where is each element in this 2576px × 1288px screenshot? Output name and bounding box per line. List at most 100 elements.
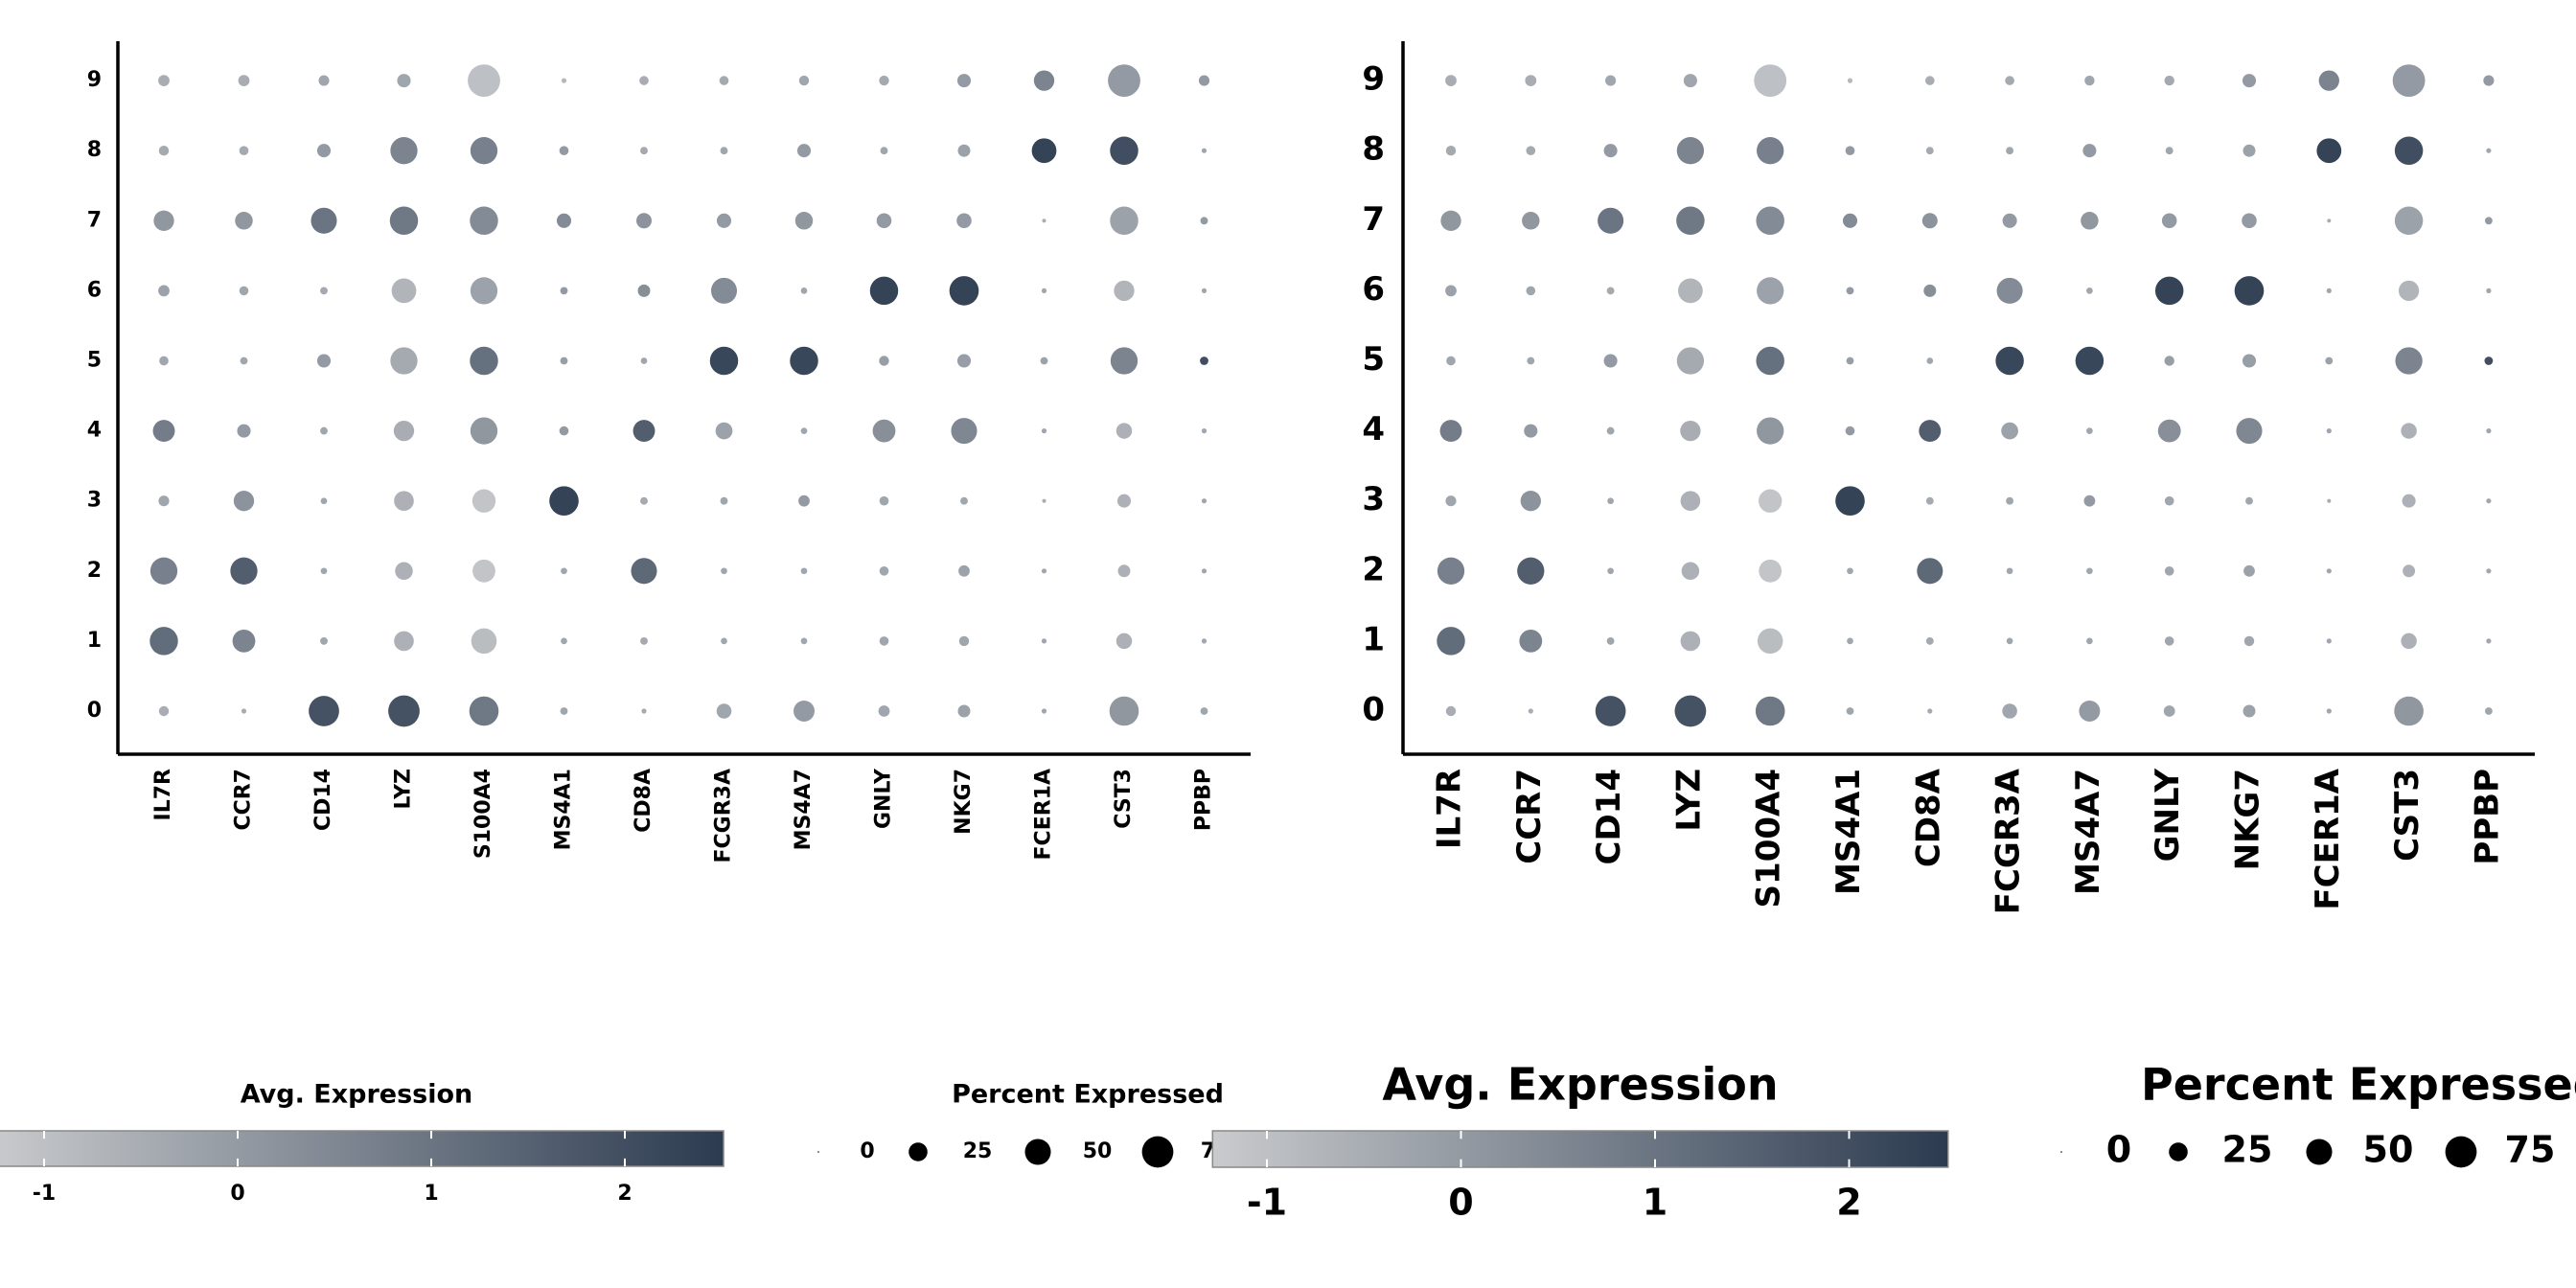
x-tick-label: PPBP xyxy=(2468,769,2506,865)
dot xyxy=(158,495,170,507)
dot xyxy=(559,146,569,156)
dot xyxy=(2165,147,2174,155)
dot xyxy=(798,494,810,507)
size-legend-dot xyxy=(2445,1136,2477,1168)
dot xyxy=(320,287,328,295)
dot xyxy=(1526,146,1536,156)
y-tick-label: 5 xyxy=(1362,340,1385,379)
dot xyxy=(1041,428,1047,434)
y-tick-label: 4 xyxy=(1362,410,1385,448)
dot xyxy=(2398,280,2420,302)
x-tick-label: S100A4 xyxy=(472,769,495,859)
dot xyxy=(1041,568,1047,574)
y-tick-label: 9 xyxy=(87,68,102,92)
dot xyxy=(794,212,814,230)
colorbar xyxy=(0,1130,724,1167)
y-tick-label: 0 xyxy=(87,699,102,723)
dot-plot-panel: 0 1 2 3 4 5 6 7 8 9 IL7R CCR7 CD14 LYZ S100A4 MS4A1 CD8A… xyxy=(1211,41,2576,1224)
dot xyxy=(1757,628,1783,655)
dot xyxy=(1607,497,1614,505)
dot xyxy=(716,703,732,719)
dot xyxy=(1919,420,1942,443)
dot xyxy=(1606,287,1615,295)
dot xyxy=(869,276,899,306)
dot xyxy=(800,567,808,575)
dot xyxy=(1676,137,1705,165)
dot xyxy=(1676,347,1705,375)
x-tick-label: PPBP xyxy=(1192,769,1216,831)
dot xyxy=(2006,147,2014,155)
x-tick-label: CCR7 xyxy=(1510,769,1549,864)
dot xyxy=(2002,703,2017,719)
dot xyxy=(470,346,498,376)
dot xyxy=(320,426,328,435)
dot xyxy=(1755,696,1785,726)
dot xyxy=(2327,218,2332,223)
dot xyxy=(316,144,332,158)
colorbar-tick-label: 1 xyxy=(424,1182,438,1206)
size-legend-dot xyxy=(817,1151,819,1153)
dot xyxy=(471,628,497,655)
dot xyxy=(879,356,889,366)
dot xyxy=(2164,565,2174,576)
dot xyxy=(1116,494,1132,508)
y-tick-label: 3 xyxy=(87,489,102,513)
dot xyxy=(1517,557,1545,585)
y-tick-label: 5 xyxy=(87,349,102,373)
dot xyxy=(640,147,648,155)
x-tick-label: CD14 xyxy=(311,769,335,831)
x-tick-label: MS4A1 xyxy=(552,769,576,850)
dot xyxy=(800,637,808,645)
dot xyxy=(1522,212,1540,230)
dot xyxy=(472,489,496,513)
dot xyxy=(239,146,249,156)
dot xyxy=(397,74,411,88)
dot xyxy=(1921,213,1938,229)
dot xyxy=(2005,76,2014,85)
dot xyxy=(641,708,647,714)
dot xyxy=(561,637,567,645)
x-tick-label: FCGR3A xyxy=(712,769,736,863)
dot xyxy=(470,137,498,165)
dot xyxy=(956,213,972,229)
dot xyxy=(1198,75,1210,86)
size-legend-title: Percent Expressed xyxy=(952,1080,1224,1110)
dot xyxy=(2243,564,2255,577)
colorbar-tick-label: -1 xyxy=(1247,1182,1287,1224)
dot xyxy=(2395,347,2423,375)
dot xyxy=(1925,636,1934,645)
dot xyxy=(560,356,568,365)
dot xyxy=(152,420,175,443)
colorbar-tick-label: -1 xyxy=(33,1182,56,1206)
dot xyxy=(394,631,414,652)
size-legend-dot xyxy=(908,1142,928,1162)
dot xyxy=(1757,417,1784,445)
dot xyxy=(2486,568,2492,574)
dot xyxy=(2086,427,2093,434)
color-legend-title: Avg. Expression xyxy=(241,1080,473,1110)
dot xyxy=(1200,217,1208,225)
dot xyxy=(239,286,249,296)
dot xyxy=(1923,284,1937,297)
dot xyxy=(1116,423,1133,439)
dot xyxy=(2484,707,2493,715)
x-tick-label: CST3 xyxy=(1112,769,1136,829)
dot xyxy=(1680,420,1701,442)
dot xyxy=(2084,75,2095,86)
y-tick-label: 8 xyxy=(87,138,102,162)
dot xyxy=(2164,75,2174,86)
dot xyxy=(2236,418,2263,445)
x-tick-label: MS4A1 xyxy=(1829,769,1868,895)
dot xyxy=(1603,144,1618,158)
dot xyxy=(790,346,818,376)
dot xyxy=(1605,75,1617,86)
dot xyxy=(561,78,567,83)
dot xyxy=(1445,75,1457,86)
dot xyxy=(1606,636,1615,645)
dot xyxy=(232,630,256,653)
dot xyxy=(2316,138,2342,164)
dot xyxy=(1200,356,1208,365)
dot xyxy=(1201,638,1208,644)
x-tick-label: S100A4 xyxy=(1750,769,1788,908)
dot xyxy=(1445,495,1457,507)
